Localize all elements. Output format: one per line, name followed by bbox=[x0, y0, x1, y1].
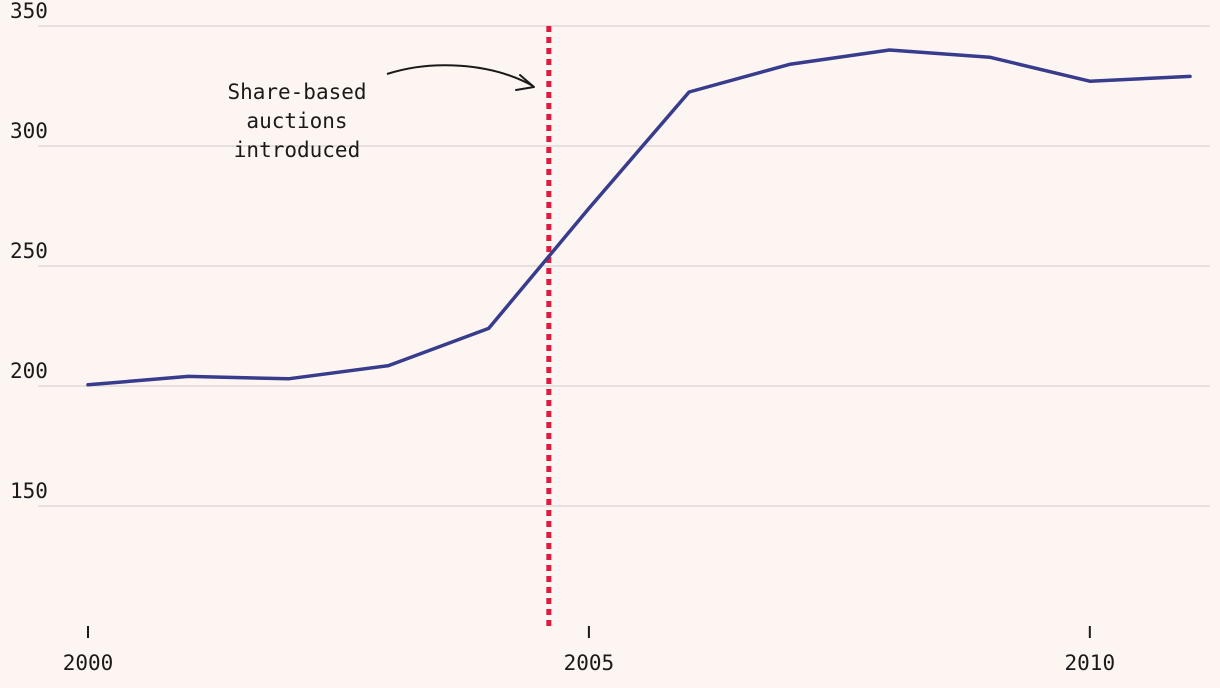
y-tick-label-150: 150 bbox=[10, 479, 48, 503]
data-point-2001 bbox=[186, 374, 190, 378]
annotation: Share-based auctions introduced bbox=[227, 64, 535, 162]
y-tick-label-350: 350 bbox=[10, 0, 48, 23]
series-line-0 bbox=[86, 48, 1192, 387]
data-point-2010 bbox=[1088, 79, 1092, 83]
annotation-arrow bbox=[386, 64, 534, 87]
data-point-2000 bbox=[86, 383, 90, 387]
x-tick-label-2005: 2005 bbox=[564, 651, 615, 675]
annotation-line-2: auctions bbox=[246, 109, 347, 133]
data-point-2011 bbox=[1188, 74, 1192, 78]
y-tick-label-300: 300 bbox=[10, 119, 48, 143]
y-tick-label-200: 200 bbox=[10, 359, 48, 383]
gridlines bbox=[38, 25, 1210, 507]
data-point-2005 bbox=[587, 206, 591, 210]
data-point-2006 bbox=[687, 90, 691, 94]
data-point-2007 bbox=[787, 62, 791, 66]
series-group bbox=[86, 48, 1192, 387]
y-axis-ticks: 150 200 250 300 350 bbox=[10, 0, 48, 503]
annotation-line-1: Share-based bbox=[227, 80, 366, 104]
annotation-line-3: introduced bbox=[234, 138, 360, 162]
x-tick-label-2000: 2000 bbox=[63, 651, 114, 675]
data-point-2002 bbox=[286, 377, 290, 381]
data-point-2008 bbox=[887, 48, 891, 52]
y-tick-label-250: 250 bbox=[10, 239, 48, 263]
x-axis-ticks: 2000 2005 2010 bbox=[63, 626, 1115, 675]
annotation-arrowhead bbox=[515, 74, 535, 91]
data-point-2003 bbox=[387, 364, 391, 368]
x-tick-label-2010: 2010 bbox=[1065, 651, 1116, 675]
data-point-2004 bbox=[487, 326, 491, 330]
data-point-2009 bbox=[988, 55, 992, 59]
